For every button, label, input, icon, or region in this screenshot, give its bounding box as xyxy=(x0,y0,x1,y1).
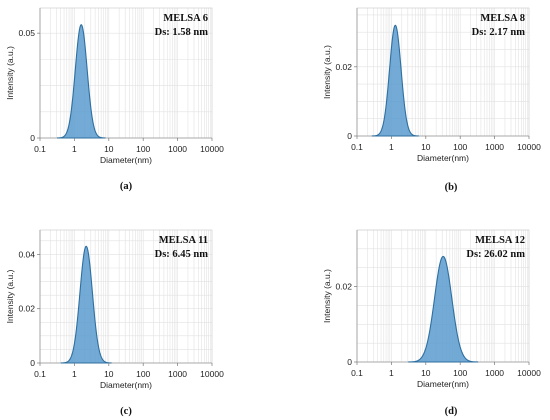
x-tick-label: 100 xyxy=(136,369,150,379)
panel-label: (a) xyxy=(120,181,133,192)
x-tick-label: 10 xyxy=(421,142,431,152)
x-tick-label: 1 xyxy=(389,142,394,152)
y-tick-label: 0.02 xyxy=(335,62,352,72)
x-tick-label: 0.1 xyxy=(34,369,46,379)
x-tick-label: 10000 xyxy=(200,144,224,154)
plot-area xyxy=(40,230,212,363)
y-tick-label: 0 xyxy=(30,133,35,143)
chart-panel-4: 0.1 1 10 100 1000 10000 0 0.02 Diameter(nm) Inten… xyxy=(322,229,541,417)
y-tick-label: 0.02 xyxy=(335,282,352,292)
x-tick-label: 1 xyxy=(72,369,77,379)
x-tick-label: 1 xyxy=(389,368,394,378)
plot-area xyxy=(40,8,212,138)
chart-panel-2: 0.1 1 10 100 1000 10000 0 0.02 Diameter(nm) Inten… xyxy=(322,7,541,193)
chart-panel-1: 0.1 1 10 100 1000 10000 0 0.05 Diameter(nm) Inten… xyxy=(5,7,224,192)
x-tick-label: 10 xyxy=(104,369,114,379)
x-tick-label: 0.1 xyxy=(351,368,363,378)
y-axis-title: Intensity (a.u.) xyxy=(322,269,332,323)
x-axis-title: Diameter(nm) xyxy=(100,380,152,390)
x-tick-label: 10000 xyxy=(200,369,224,379)
x-tick-label: 1000 xyxy=(485,142,504,152)
x-tick-label: 100 xyxy=(136,144,150,154)
panel-label: (b) xyxy=(445,182,458,193)
y-tick-label: 0.05 xyxy=(18,28,35,38)
sample-name: MELSA 12 xyxy=(475,235,525,246)
x-axis-title: Diameter(nm) xyxy=(417,379,469,389)
sample-name: MELSA 6 xyxy=(163,13,208,24)
panel-label: (d) xyxy=(445,406,458,417)
size-distribution-area xyxy=(60,245,112,364)
mean-size-annotation: Ds: 6.45 nm xyxy=(155,249,209,260)
x-tick-label: 0.1 xyxy=(34,144,46,154)
x-tick-label: 1000 xyxy=(168,144,187,154)
size-distribution-area xyxy=(371,24,419,137)
x-tick-label: 10000 xyxy=(517,142,541,152)
y-tick-label: 0 xyxy=(347,131,352,141)
y-axis-title: Intensity (a.u.) xyxy=(322,45,332,99)
chart-panel-3: 0.1 1 10 100 1000 10000 0 0.02 0.04 Diameter(nm) I… xyxy=(5,229,224,417)
size-distribution-area xyxy=(408,255,479,363)
mean-size-annotation: Ds: 2.17 nm xyxy=(472,27,526,38)
y-axis-title: Intensity (a.u.) xyxy=(5,269,15,323)
panel-label: (c) xyxy=(120,406,132,417)
mean-size-annotation: Ds: 1.58 nm xyxy=(155,27,209,38)
sample-name: MELSA 11 xyxy=(159,235,208,246)
x-tick-label: 0.1 xyxy=(351,142,363,152)
x-tick-label: 1000 xyxy=(168,369,187,379)
x-tick-label: 10000 xyxy=(517,368,541,378)
y-tick-label: 0 xyxy=(347,357,352,367)
x-tick-label: 100 xyxy=(453,368,467,378)
x-tick-label: 1000 xyxy=(485,368,504,378)
y-tick-label: 0.02 xyxy=(18,304,35,314)
y-tick-label: 0 xyxy=(30,358,35,368)
sample-name: MELSA 8 xyxy=(480,13,525,24)
x-tick-label: 1 xyxy=(72,144,77,154)
x-tick-label: 100 xyxy=(453,142,467,152)
mean-size-annotation: Ds: 26.02 nm xyxy=(466,249,525,260)
x-tick-label: 10 xyxy=(104,144,114,154)
x-tick-label: 10 xyxy=(421,368,431,378)
y-axis-title: Intensity (a.u.) xyxy=(5,46,15,100)
size-distribution-area xyxy=(57,24,106,139)
y-tick-label: 0.04 xyxy=(18,249,35,259)
x-axis-title: Diameter(nm) xyxy=(100,155,152,165)
x-axis-title: Diameter(nm) xyxy=(417,153,469,163)
